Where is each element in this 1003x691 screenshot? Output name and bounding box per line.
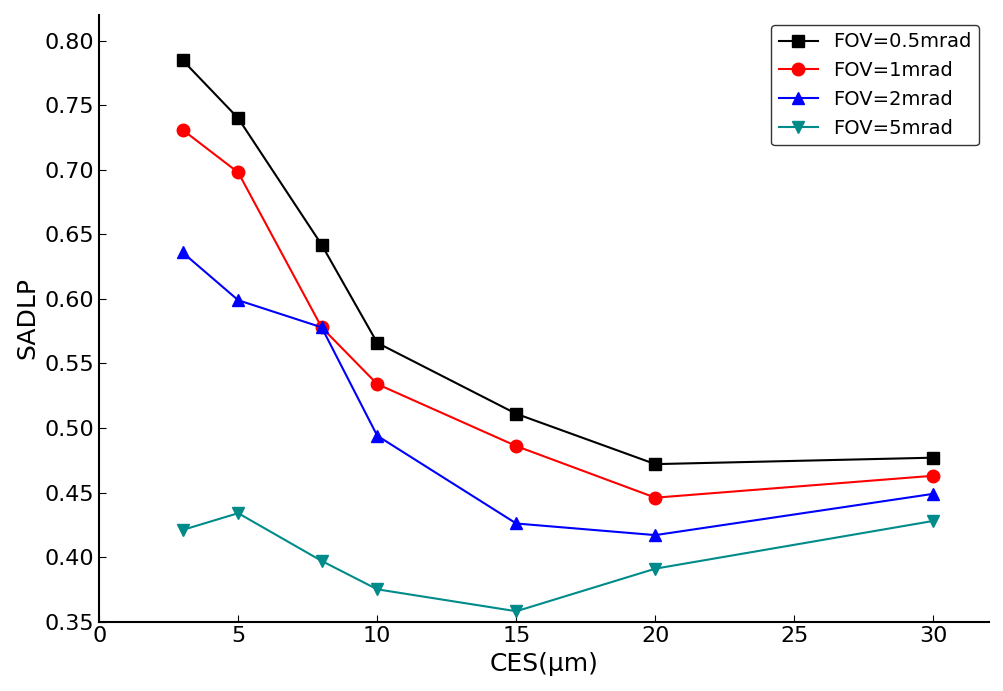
FOV=1mrad — [315, 323, 327, 332]
FOV=5mrad — [649, 565, 661, 573]
Line: FOV=1mrad: FOV=1mrad — [177, 124, 939, 504]
FOV=2mrad — [371, 432, 383, 440]
FOV=1mrad — [510, 442, 522, 451]
FOV=0.5mrad — [232, 114, 244, 122]
FOV=2mrad — [177, 248, 189, 256]
FOV=1mrad — [232, 169, 244, 177]
FOV=2mrad — [927, 490, 939, 498]
FOV=1mrad — [177, 126, 189, 134]
FOV=1mrad — [649, 493, 661, 502]
FOV=2mrad — [232, 296, 244, 304]
Legend: FOV=0.5mrad, FOV=1mrad, FOV=2mrad, FOV=5mrad: FOV=0.5mrad, FOV=1mrad, FOV=2mrad, FOV=5… — [770, 25, 978, 145]
FOV=0.5mrad — [177, 56, 189, 64]
FOV=1mrad — [371, 380, 383, 388]
FOV=0.5mrad — [371, 339, 383, 347]
FOV=2mrad — [315, 323, 327, 332]
FOV=2mrad — [649, 531, 661, 539]
Line: FOV=0.5mrad: FOV=0.5mrad — [177, 54, 939, 471]
FOV=1mrad — [927, 471, 939, 480]
Line: FOV=2mrad: FOV=2mrad — [177, 246, 939, 541]
FOV=5mrad — [177, 526, 189, 534]
FOV=0.5mrad — [649, 460, 661, 468]
FOV=5mrad — [232, 509, 244, 518]
X-axis label: CES(μm): CES(μm) — [489, 652, 598, 676]
Y-axis label: SADLP: SADLP — [15, 277, 39, 359]
FOV=2mrad — [510, 520, 522, 528]
FOV=5mrad — [927, 517, 939, 525]
FOV=0.5mrad — [510, 410, 522, 418]
FOV=5mrad — [315, 557, 327, 565]
FOV=0.5mrad — [927, 453, 939, 462]
FOV=5mrad — [371, 585, 383, 594]
FOV=0.5mrad — [315, 240, 327, 249]
Line: FOV=5mrad: FOV=5mrad — [177, 507, 939, 618]
FOV=5mrad — [510, 607, 522, 616]
